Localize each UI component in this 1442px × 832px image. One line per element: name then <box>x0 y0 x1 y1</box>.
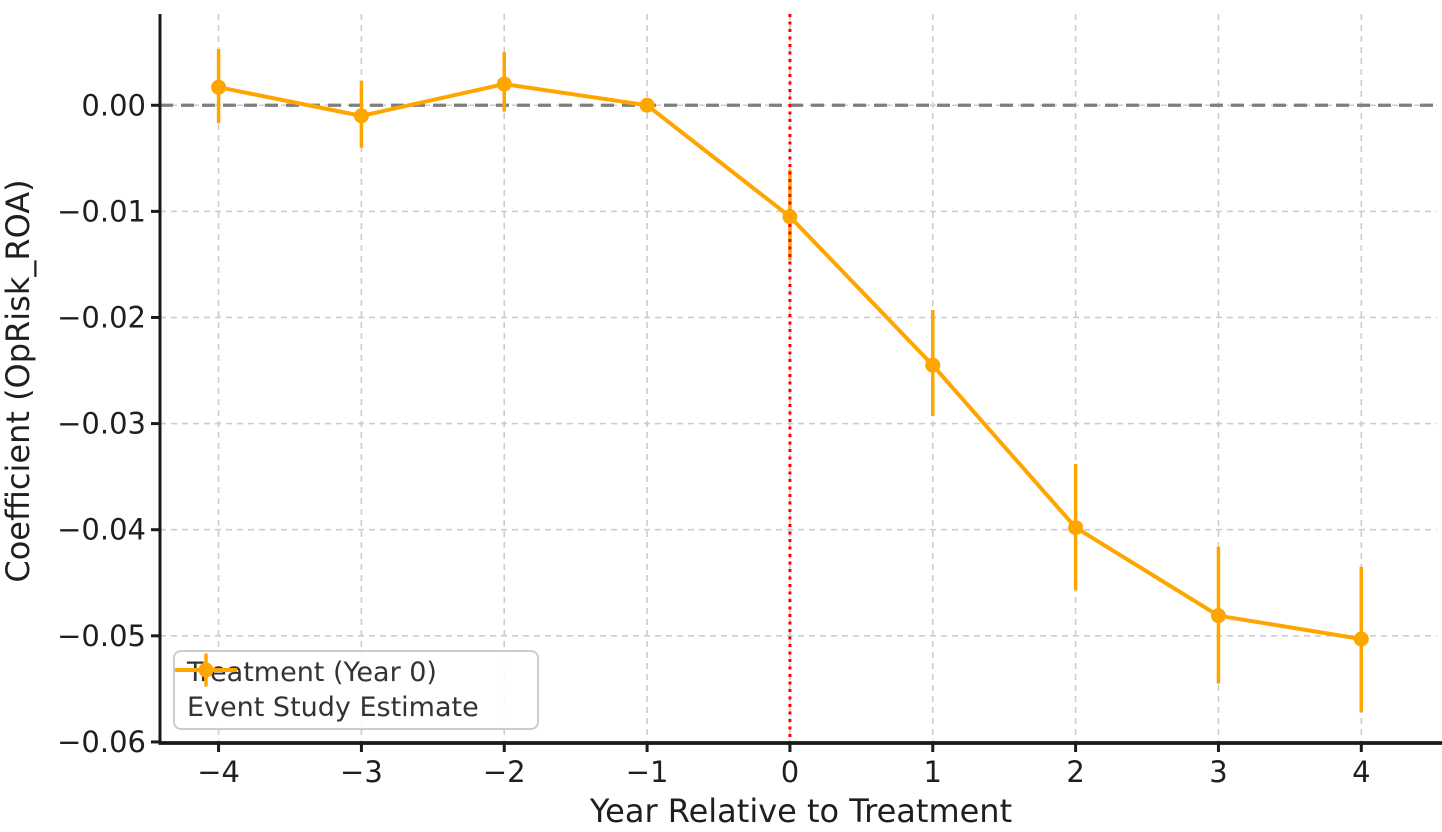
x-tick-label: 2 <box>1066 755 1084 789</box>
data-point-markers <box>211 76 1369 647</box>
x-tick-label: −2 <box>483 755 526 789</box>
legend-item-treatment: Treatment (Year 0) <box>177 656 527 689</box>
x-tick-label: −1 <box>626 755 669 789</box>
x-tick-label: 1 <box>924 755 942 789</box>
y-tick-label: −0.03 <box>57 407 146 441</box>
legend-label-estimate: Event Study Estimate <box>187 692 479 723</box>
x-tick-label: −3 <box>340 755 383 789</box>
legend: Treatment (Year 0) Event Study Estimate <box>173 650 539 730</box>
data-point-marker <box>639 97 655 113</box>
x-tick-label: 3 <box>1209 755 1227 789</box>
y-tick-label: 0.00 <box>81 88 146 122</box>
data-point-marker <box>1353 631 1369 647</box>
y-tick-label: −0.04 <box>57 513 146 547</box>
y-tick-label: −0.02 <box>57 300 146 334</box>
data-point-marker <box>782 209 798 225</box>
legend-label-treatment: Treatment (Year 0) <box>187 657 437 688</box>
data-point-marker <box>353 108 369 124</box>
y-axis-label: Coefficient (OpRisk_ROA) <box>0 179 37 583</box>
ticks: −4 −3 −2 −1 0 1 2 3 4 0.00 −0.01 −0.02 −0.03 −0.04 −0.… <box>57 88 1370 789</box>
x-tick-label: 0 <box>781 755 799 789</box>
data-point-marker <box>211 79 227 95</box>
x-tick-label: −4 <box>197 755 240 789</box>
x-tick-label: 4 <box>1352 755 1370 789</box>
x-axis-label: Year Relative to Treatment <box>589 792 1013 830</box>
errorbar-marker-icon <box>175 653 237 687</box>
data-point-marker <box>496 76 512 92</box>
gridlines <box>160 14 1437 743</box>
data-point-marker <box>925 357 941 373</box>
legend-item-estimate: Event Study Estimate <box>175 653 527 724</box>
y-tick-label: −0.05 <box>57 619 146 653</box>
data-point-marker <box>1210 608 1226 624</box>
y-tick-label: −0.06 <box>57 725 146 759</box>
y-tick-label: −0.01 <box>57 194 146 228</box>
data-point-marker <box>1068 520 1084 536</box>
